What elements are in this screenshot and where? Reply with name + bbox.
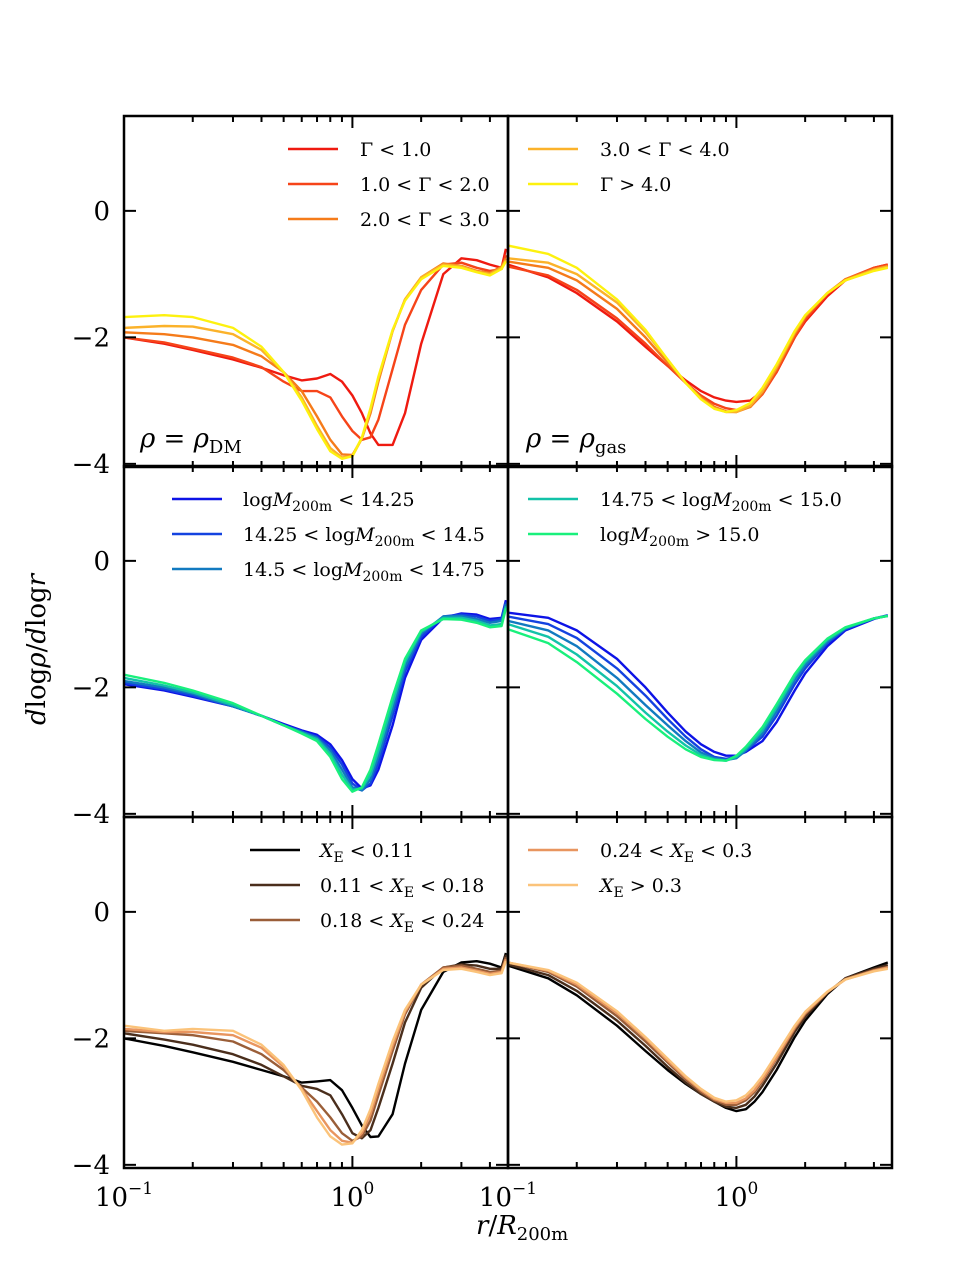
legend-entry: 14.5 < logM200m < 14.75 [172, 559, 485, 585]
panel-frames [122, 114, 894, 1170]
panel-1-dm [124, 599, 508, 793]
series-line [124, 954, 508, 1140]
series-line [124, 960, 508, 1146]
legend-label: 14.25 < logM200m < 14.5 [243, 524, 485, 550]
panel-frame [122, 464, 510, 819]
legend-label: XE > 0.3 [598, 875, 682, 901]
legend-label: 0.24 < XE < 0.3 [600, 840, 752, 866]
y-tick-label: −4 [72, 800, 110, 830]
legend-label: Γ > 4.0 [600, 174, 671, 196]
series-line [508, 614, 889, 762]
legend-entry: 1.0 < Γ < 2.0 [288, 174, 490, 196]
series-line [124, 599, 508, 790]
panel-0-dm [124, 248, 508, 460]
series-line [124, 260, 507, 460]
y-tick-label: −4 [72, 1151, 110, 1181]
legend-label: 2.0 < Γ < 3.0 [360, 209, 490, 231]
panel-0-gas [508, 244, 889, 414]
x-axis-title: r/R200m [476, 1211, 568, 1245]
legend-entry: Γ < 1.0 [288, 139, 431, 161]
legend-label: 0.18 < XE < 0.24 [320, 910, 484, 936]
legend-entry: XE < 0.11 [250, 840, 414, 866]
legend-entry: 0.11 < XE < 0.18 [250, 875, 484, 901]
legend-entry: 14.75 < logM200m < 15.0 [528, 489, 842, 515]
y-tick-label: 0 [93, 197, 110, 227]
legend-entry: 14.25 < logM200m < 14.5 [172, 524, 485, 550]
y-tick-label: 0 [93, 898, 110, 928]
legend-label: 0.11 < XE < 0.18 [320, 875, 484, 901]
y-tick-label: −4 [72, 450, 110, 480]
series-line [508, 961, 889, 1113]
legend-label: 1.0 < Γ < 2.0 [360, 174, 490, 196]
series-line [124, 603, 508, 792]
series-line [124, 952, 508, 1139]
legend-label: Γ < 1.0 [360, 139, 431, 161]
legend-entry: Γ > 4.0 [528, 174, 671, 196]
panel-frame [506, 815, 894, 1170]
legend-label: XE < 0.11 [318, 840, 414, 866]
panel-1-gas [508, 611, 889, 762]
plot-area [124, 244, 889, 1146]
series-line [508, 961, 889, 1103]
y-tick-label: 0 [93, 547, 110, 577]
series-line [508, 263, 889, 404]
series-line [124, 601, 508, 792]
series-line [124, 608, 508, 793]
y-axis-title: dlogρ/dlogr [22, 572, 52, 725]
panel-2-dm [124, 952, 508, 1146]
legend-label: 14.75 < logM200m < 15.0 [600, 489, 842, 515]
legend-label: 14.5 < logM200m < 14.75 [243, 559, 485, 585]
panel-label-dm: ρ = ρDM [139, 424, 242, 458]
legend-label: logM200m < 14.25 [243, 489, 415, 515]
series-line [124, 957, 508, 1142]
legend-entry: 3.0 < Γ < 4.0 [528, 139, 730, 161]
y-tick-label: −2 [72, 323, 110, 353]
legend-entry: 0.18 < XE < 0.24 [250, 910, 484, 936]
legend-entry: XE > 0.3 [528, 875, 682, 901]
x-tick-label: 10−1 [95, 1179, 153, 1213]
x-tick-label: 100 [330, 1179, 374, 1213]
y-tick-label: −2 [72, 1024, 110, 1054]
panel-label-gas: ρ = ρgas [525, 424, 626, 458]
series-line [124, 958, 508, 1144]
legend-entry: 2.0 < Γ < 3.0 [288, 209, 490, 231]
x-tick-label: 100 [714, 1179, 758, 1213]
legend-entry: logM200m < 14.25 [172, 489, 415, 515]
axis-ticks: 0−2−40−2−40−2−410−1 100 10−1 100 [72, 116, 892, 1213]
series-line [508, 611, 889, 757]
panel-2-gas [508, 961, 889, 1113]
legend-entry: 0.24 < XE < 0.3 [528, 840, 752, 866]
series-line [124, 606, 508, 791]
legend-label: 3.0 < Γ < 4.0 [600, 139, 730, 161]
series-line [508, 244, 889, 414]
legend-label: logM200m > 15.0 [600, 524, 759, 550]
x-tick-label: 10−1 [479, 1179, 537, 1213]
legend-entry: logM200m > 15.0 [528, 524, 759, 550]
y-tick-label: −2 [72, 673, 110, 703]
legends: Γ < 1.0 1.0 < Γ < 2.0 2.0 < Γ < 3.0 3.0 < Γ… [172, 139, 842, 936]
